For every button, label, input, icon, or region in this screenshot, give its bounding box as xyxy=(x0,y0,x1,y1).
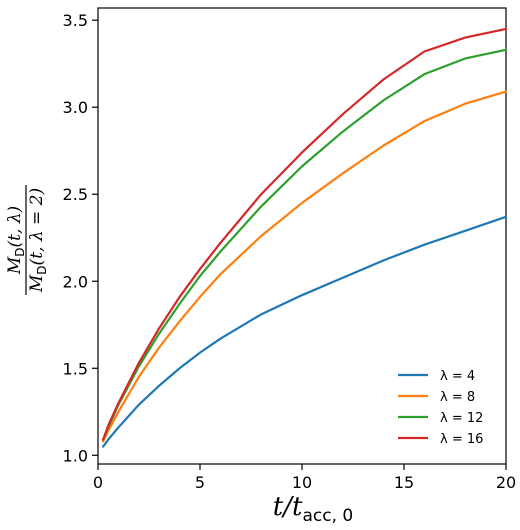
y-tick-label: 3.5 xyxy=(63,11,88,30)
x-tick-label: 5 xyxy=(195,473,205,492)
legend: λ = 4 λ = 8 λ = 12 λ = 16 xyxy=(398,369,483,447)
y-tick-label: 1.0 xyxy=(63,446,88,465)
x-axis-label: t/tacc, 0 xyxy=(273,492,353,526)
x-tick-label: 0 xyxy=(93,473,103,492)
legend-label-3: λ = 12 xyxy=(440,411,483,426)
series-line-4 xyxy=(102,27,508,441)
svg-text:MD(t, λ = 2): MD(t, λ = 2) xyxy=(27,188,49,293)
y-tick-label: 3.0 xyxy=(63,98,88,117)
y-tick-label: 1.5 xyxy=(63,359,88,378)
series-line-2 xyxy=(102,90,508,443)
x-tick-label: 20 xyxy=(496,473,516,492)
y-axis-label: MD(t, λ) MD(t, λ = 2) xyxy=(5,185,49,295)
series-line-1 xyxy=(102,215,508,448)
x-tick-label: 10 xyxy=(292,473,312,492)
legend-label-2: λ = 8 xyxy=(440,390,475,405)
y-tick-label: 2.5 xyxy=(63,185,88,204)
svg-text:MD(t, λ): MD(t, λ) xyxy=(5,206,27,275)
x-tick-label: 15 xyxy=(394,473,414,492)
legend-label-4: λ = 16 xyxy=(440,432,483,447)
legend-label-1: λ = 4 xyxy=(440,369,475,384)
y-tick-label: 2.0 xyxy=(63,272,88,291)
